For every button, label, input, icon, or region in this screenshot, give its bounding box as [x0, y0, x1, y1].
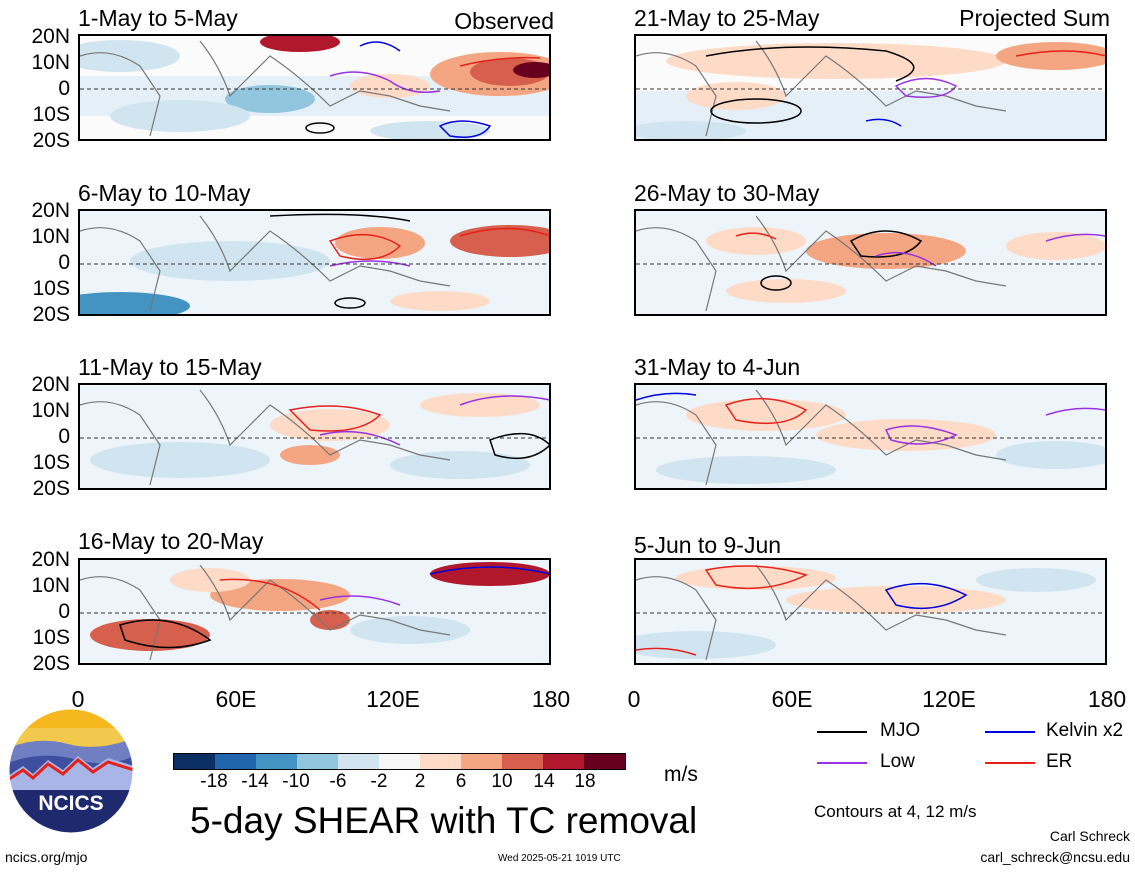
- panel-title: 21-May to 25-May: [634, 5, 820, 31]
- lat-label: 10S: [32, 103, 70, 126]
- lon-label: 60E: [215, 686, 257, 712]
- colorbar-tick: -10: [282, 771, 310, 792]
- main-title: 5-day SHEAR with TC removal: [190, 800, 698, 841]
- ncics-logo: NCICS: [8, 708, 134, 834]
- colorbar-tick: 14: [533, 771, 555, 792]
- lat-label: 0: [58, 425, 70, 448]
- lat-label: 10S: [32, 277, 70, 300]
- lat-label: 10N: [31, 574, 70, 597]
- panel-title: 31-May to 4-Jun: [634, 354, 801, 380]
- colorbar-swatch: [502, 754, 543, 769]
- legend-line-er: [985, 762, 1035, 764]
- lat-label: 20S: [32, 477, 70, 500]
- map-panel-21-may-to-25-may: [634, 34, 1107, 141]
- observed-label: Observed: [454, 8, 554, 34]
- lon-label: 180: [1087, 686, 1127, 712]
- legend-label-er: ER: [1046, 751, 1073, 772]
- map-panel-1-may-to-5-may: [78, 34, 551, 141]
- lat-label: 20N: [31, 548, 70, 571]
- lon-label: 60E: [771, 686, 813, 712]
- legend-label-low: Low: [880, 751, 915, 772]
- legend-label-mjo: MJO: [880, 720, 921, 741]
- lon-label: 180: [531, 686, 571, 712]
- lat-label: 10N: [31, 51, 70, 74]
- colorbar-tick: 2: [414, 771, 426, 792]
- colorbar-swatch: [543, 754, 584, 769]
- panel-title: 26-May to 30-May: [634, 180, 820, 206]
- credit-email: carl_schreck@ncsu.edu: [980, 849, 1130, 865]
- lat-label: 20S: [32, 652, 70, 675]
- lat-label: 10S: [32, 626, 70, 649]
- colorbar-swatch: [174, 754, 215, 769]
- colorbar: [173, 753, 626, 770]
- site-link[interactable]: ncics.org/mjo: [5, 849, 88, 865]
- lat-label: 20S: [32, 129, 70, 152]
- colorbar-swatch: [584, 754, 625, 769]
- lon-label: 0: [71, 686, 85, 712]
- lat-label: 20N: [31, 25, 70, 48]
- timestamp: Wed 2025-05-21 1019 UTC: [498, 853, 621, 864]
- panel-title: 6-May to 10-May: [78, 180, 251, 206]
- legend-line-kelvin: [985, 731, 1035, 733]
- lat-label: 20N: [31, 373, 70, 396]
- colorbar-swatch: [420, 754, 461, 769]
- panel-title: 16-May to 20-May: [78, 528, 264, 554]
- panel-title: 5-Jun to 9-Jun: [634, 532, 782, 558]
- colorbar-swatch: [256, 754, 297, 769]
- colorbar-tick: -2: [370, 771, 388, 792]
- lat-label: 10N: [31, 225, 70, 248]
- colorbar-tick: 10: [491, 771, 513, 792]
- lat-label: 20N: [31, 199, 70, 222]
- lon-label: 0: [627, 686, 641, 712]
- panel-title: 1-May to 5-May: [78, 5, 238, 31]
- lat-label: 20S: [32, 303, 70, 326]
- map-panel-16-may-to-20-may: [78, 558, 551, 665]
- colorbar-tick: -14: [241, 771, 269, 792]
- colorbar-tick: -18: [200, 771, 228, 792]
- colorbar-units: m/s: [664, 763, 698, 786]
- map-panel-11-may-to-15-may: [78, 383, 551, 490]
- lat-label: 0: [58, 251, 70, 274]
- map-panel-6-may-to-10-may: [78, 209, 551, 316]
- colorbar-tick: 18: [574, 771, 596, 792]
- panel-title: 11-May to 15-May: [78, 354, 262, 380]
- colorbar-swatch: [461, 754, 502, 769]
- credit-name: Carl Schreck: [1049, 828, 1130, 844]
- colorbar-tick: 6: [455, 771, 467, 792]
- colorbar-swatch: [297, 754, 338, 769]
- legend-line-mjo: [817, 731, 867, 733]
- map-panel-26-may-to-30-may: [634, 209, 1107, 316]
- colorbar-swatch: [215, 754, 256, 769]
- lon-label: 120E: [922, 686, 976, 712]
- lat-label: 0: [58, 600, 70, 623]
- colorbar-swatch: [379, 754, 420, 769]
- contours-note: Contours at 4, 12 m/s: [814, 802, 977, 821]
- map-panel-31-may-to-4-jun: [634, 383, 1107, 490]
- lat-label: 10N: [31, 399, 70, 422]
- colorbar-tick: -6: [329, 771, 347, 792]
- colorbar-swatch: [338, 754, 379, 769]
- projected-sum-label: Projected Sum: [959, 5, 1110, 31]
- lon-label: 120E: [366, 686, 420, 712]
- logo-text: NCICS: [38, 792, 104, 815]
- legend-line-low: [817, 762, 867, 764]
- legend-label-kelvin: Kelvin x2: [1046, 720, 1124, 741]
- lat-label: 0: [58, 77, 70, 100]
- lat-label: 10S: [32, 451, 70, 474]
- map-panel-5-jun-to-9-jun: [634, 558, 1107, 665]
